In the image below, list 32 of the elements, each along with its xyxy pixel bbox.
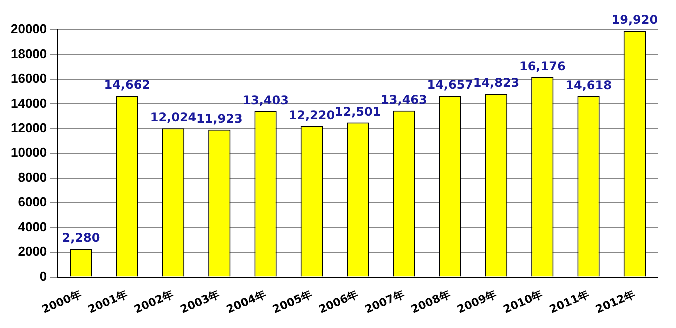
y-tick-label: 0 [40,268,48,284]
y-tick-label: 16000 [10,71,48,86]
x-tick-label: 2001年 [86,288,130,316]
data-label: 19,920 [612,13,658,28]
data-label: 13,403 [242,94,289,108]
data-label: 2,280 [62,231,100,246]
y-tick-label: 20000 [10,22,48,37]
x-tick-label: 2002年 [132,288,176,316]
data-label: 16,176 [519,59,566,74]
x-tick-label: 2012年 [594,288,638,316]
y-tick-label: 6000 [18,194,48,210]
y-tick-label: 10000 [10,145,48,160]
y-tick-label: 8000 [18,170,48,185]
data-label: 14,657 [427,78,474,92]
x-tick-label: 2011年 [548,288,592,316]
y-tick-label: 18000 [10,46,48,62]
data-label: 14,662 [104,78,151,92]
x-tick-label: 2009年 [455,288,499,316]
data-label: 14,823 [473,76,520,90]
data-label: 12,501 [334,104,382,119]
y-tick-label: 12000 [10,120,48,136]
data-label: 13,463 [381,92,428,107]
data-label: 12,220 [288,108,336,122]
y-tick-label: 2000 [18,244,48,260]
data-label: 11,923 [196,112,243,126]
data-label: 14,618 [566,78,612,93]
x-tick-label: 2003年 [178,288,222,316]
x-tick-label: 2010年 [502,288,545,316]
y-tick-label: 14000 [10,96,48,111]
y-tick-label: 4000 [18,219,48,234]
data-label: 12,024 [150,110,197,125]
x-tick-label: 2000年 [40,288,84,316]
